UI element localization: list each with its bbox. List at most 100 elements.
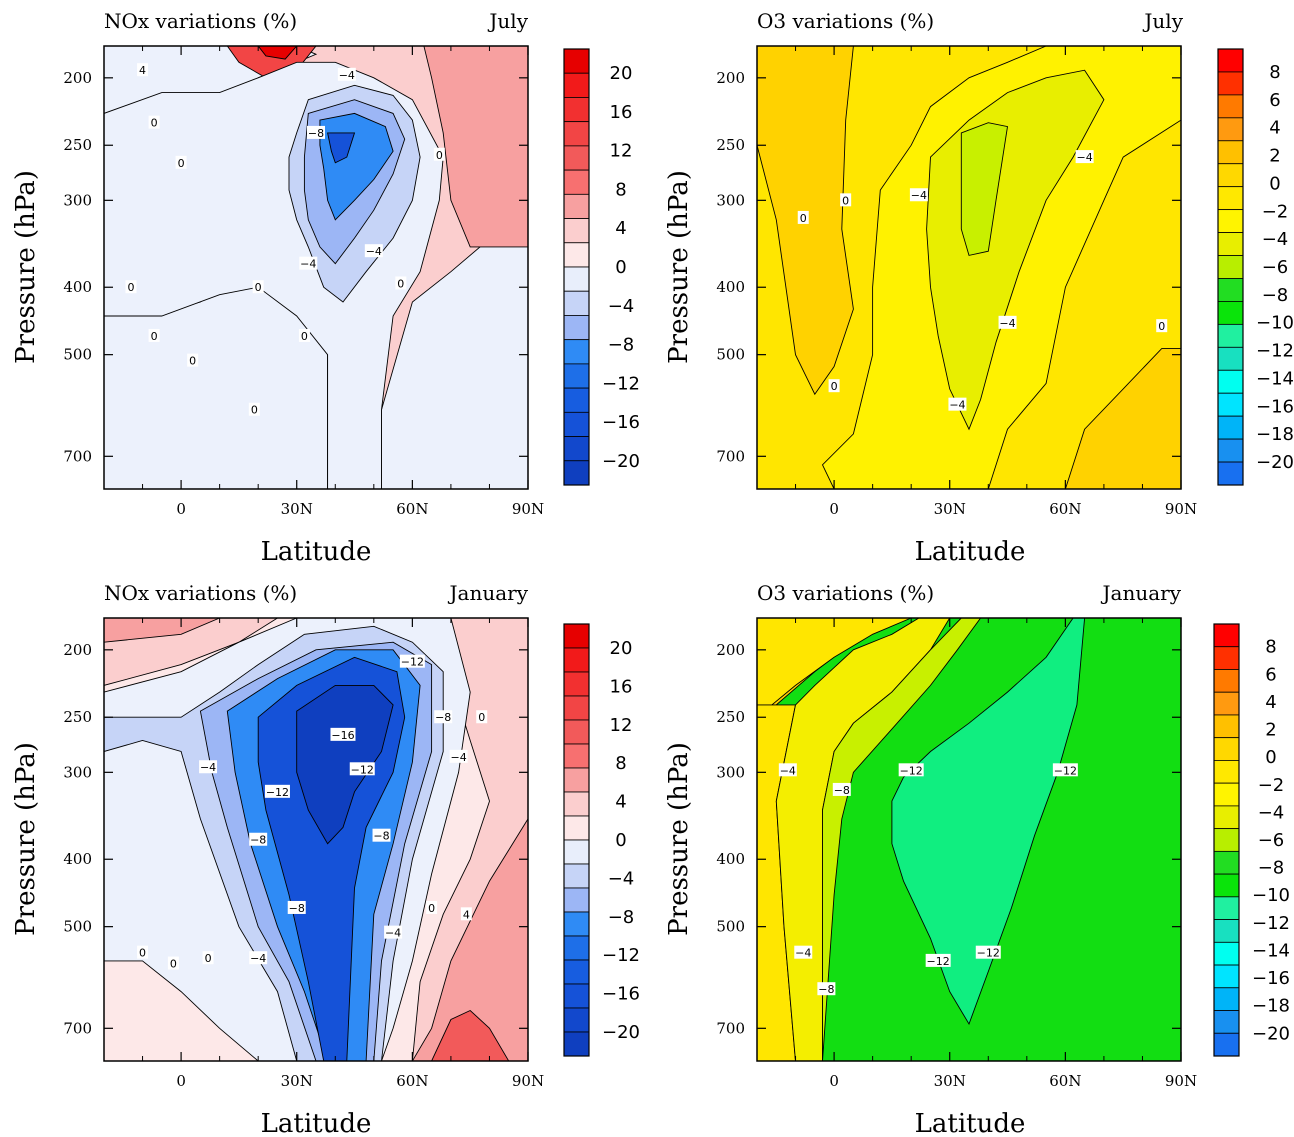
colorbar-swatch bbox=[563, 121, 590, 147]
x-axis-label: Latitude bbox=[261, 1109, 372, 1137]
colorbar-label: 4 bbox=[615, 218, 626, 239]
contour-labels: −4 −8 −12 −12 −4 −8 −12 −12 bbox=[778, 763, 1078, 996]
y-tick-label: 500 bbox=[716, 346, 745, 364]
colorbar: 20 16 12 8 4 0 −4 −8 −12 −16 −20 bbox=[563, 48, 640, 486]
x-axis-label: Latitude bbox=[915, 537, 1026, 567]
colorbar-frame bbox=[1217, 48, 1244, 486]
y-axis-label: Pressure (hPa) bbox=[11, 742, 41, 936]
y-axis-label: Pressure (hPa) bbox=[664, 170, 694, 364]
contour-region bbox=[822, 618, 982, 1061]
contour-label-bg bbox=[249, 951, 268, 965]
colorbar-swatch bbox=[1217, 163, 1244, 188]
colorbar-swatch bbox=[563, 411, 590, 437]
y-tick-label: 200 bbox=[716, 69, 745, 87]
contour-label: −4 bbox=[366, 245, 382, 258]
contour-label: 0 bbox=[151, 330, 158, 343]
contour-label-bg bbox=[797, 210, 809, 224]
colorbar-label: 16 bbox=[610, 102, 633, 123]
colorbar-label: −4 bbox=[1262, 229, 1289, 250]
contour-label-bg bbox=[925, 953, 951, 967]
contour-label-bg bbox=[137, 945, 149, 959]
contour-label: 0 bbox=[800, 212, 807, 225]
contour-label: 0 bbox=[397, 277, 404, 290]
contour-label-bg bbox=[832, 782, 851, 796]
colorbar-label: 20 bbox=[610, 63, 633, 84]
colorbar-swatch bbox=[1213, 919, 1240, 943]
plot-frame bbox=[103, 45, 529, 490]
contour-label-bg bbox=[287, 900, 306, 914]
colorbar-swatch bbox=[563, 266, 590, 292]
colorbar-label: −16 bbox=[602, 412, 640, 433]
panel-month: July bbox=[487, 9, 528, 33]
colorbar-label: 0 bbox=[615, 830, 626, 851]
x-axis-label: Latitude bbox=[261, 537, 372, 567]
contour-label: −8 bbox=[834, 784, 850, 797]
contour-label-bg bbox=[794, 945, 813, 959]
panel-month: January bbox=[1101, 581, 1182, 605]
contour-label: −12 bbox=[1054, 764, 1077, 777]
x-tick-label: 30N bbox=[934, 1072, 966, 1090]
contour-label-bg bbox=[840, 193, 852, 207]
contour-label: −12 bbox=[977, 947, 1000, 960]
colorbar-swatch bbox=[563, 695, 590, 721]
y-tick-label: 500 bbox=[63, 346, 92, 364]
y-tick-label: 250 bbox=[716, 708, 745, 726]
contour-label-bg bbox=[909, 188, 928, 202]
contour-label-bg bbox=[299, 256, 318, 270]
colorbar-label: −18 bbox=[1256, 424, 1294, 445]
colorbar-swatch bbox=[1213, 896, 1240, 920]
colorbar-swatch bbox=[563, 218, 590, 244]
colorbar-swatch bbox=[1213, 691, 1240, 716]
contour-label: −4 bbox=[911, 189, 927, 202]
contour-label: −16 bbox=[331, 729, 354, 742]
contour-label-bg bbox=[372, 828, 391, 842]
colorbar-label: −20 bbox=[602, 1022, 640, 1043]
colorbar-swatch bbox=[1217, 48, 1244, 73]
contour-field bbox=[757, 46, 1181, 489]
contour-label-bg bbox=[395, 276, 407, 290]
panel-title: O3 variations (%) bbox=[757, 581, 934, 605]
colorbar-swatch bbox=[563, 839, 590, 865]
contour-label: 0 bbox=[301, 330, 308, 343]
colorbar-swatch bbox=[563, 242, 590, 268]
y-tick-label: 300 bbox=[63, 191, 92, 209]
colorbar-swatch bbox=[563, 959, 590, 985]
contour-label-bg bbox=[199, 760, 218, 774]
plot-frame bbox=[756, 45, 1182, 490]
contour-label: −8 bbox=[373, 830, 389, 843]
contour-label-bg bbox=[1075, 150, 1094, 164]
colorbar-swatch bbox=[1213, 873, 1240, 898]
contour-label: 0 bbox=[1158, 320, 1165, 333]
y-tick-label: 250 bbox=[716, 136, 745, 154]
colorbar-swatch bbox=[1217, 209, 1244, 233]
colorbar-swatch bbox=[563, 719, 590, 745]
colorbar-label: 8 bbox=[615, 179, 626, 200]
contour-label-bg bbox=[137, 63, 149, 77]
contour-label: −4 bbox=[250, 952, 266, 965]
x-tick-label: 0 bbox=[176, 1072, 186, 1090]
colorbar-swatch bbox=[1213, 987, 1240, 1011]
colorbar-swatch bbox=[1217, 94, 1244, 119]
contour-label: 0 bbox=[205, 952, 212, 965]
contour-label-bg bbox=[148, 328, 160, 342]
colorbar-swatch bbox=[1213, 669, 1240, 693]
colorbar: 8 6 4 2 0 −2 −4 −6 −8 −10 −12 −14 −16 −18 −20 bbox=[1213, 623, 1290, 1057]
contour-label: −4 bbox=[780, 764, 796, 777]
colorbar-swatch bbox=[563, 983, 590, 1009]
contour-label: −4 bbox=[451, 751, 467, 764]
contour-region bbox=[891, 618, 1086, 1026]
contour-label-bg bbox=[264, 784, 290, 798]
y-tick-label: 300 bbox=[63, 763, 92, 781]
colorbar-swatch bbox=[563, 315, 590, 341]
contour-label: −4 bbox=[385, 927, 401, 940]
contour-label-bg bbox=[125, 280, 137, 294]
x-tick-label: 90N bbox=[1165, 500, 1197, 518]
contour-label: −4 bbox=[339, 69, 355, 82]
colorbar-swatch bbox=[563, 935, 590, 961]
colorbar-swatch bbox=[1217, 255, 1244, 279]
colorbar-swatch bbox=[1213, 623, 1240, 648]
contour-label-bg bbox=[434, 710, 453, 724]
x-tick-label: 60N bbox=[1049, 500, 1081, 518]
